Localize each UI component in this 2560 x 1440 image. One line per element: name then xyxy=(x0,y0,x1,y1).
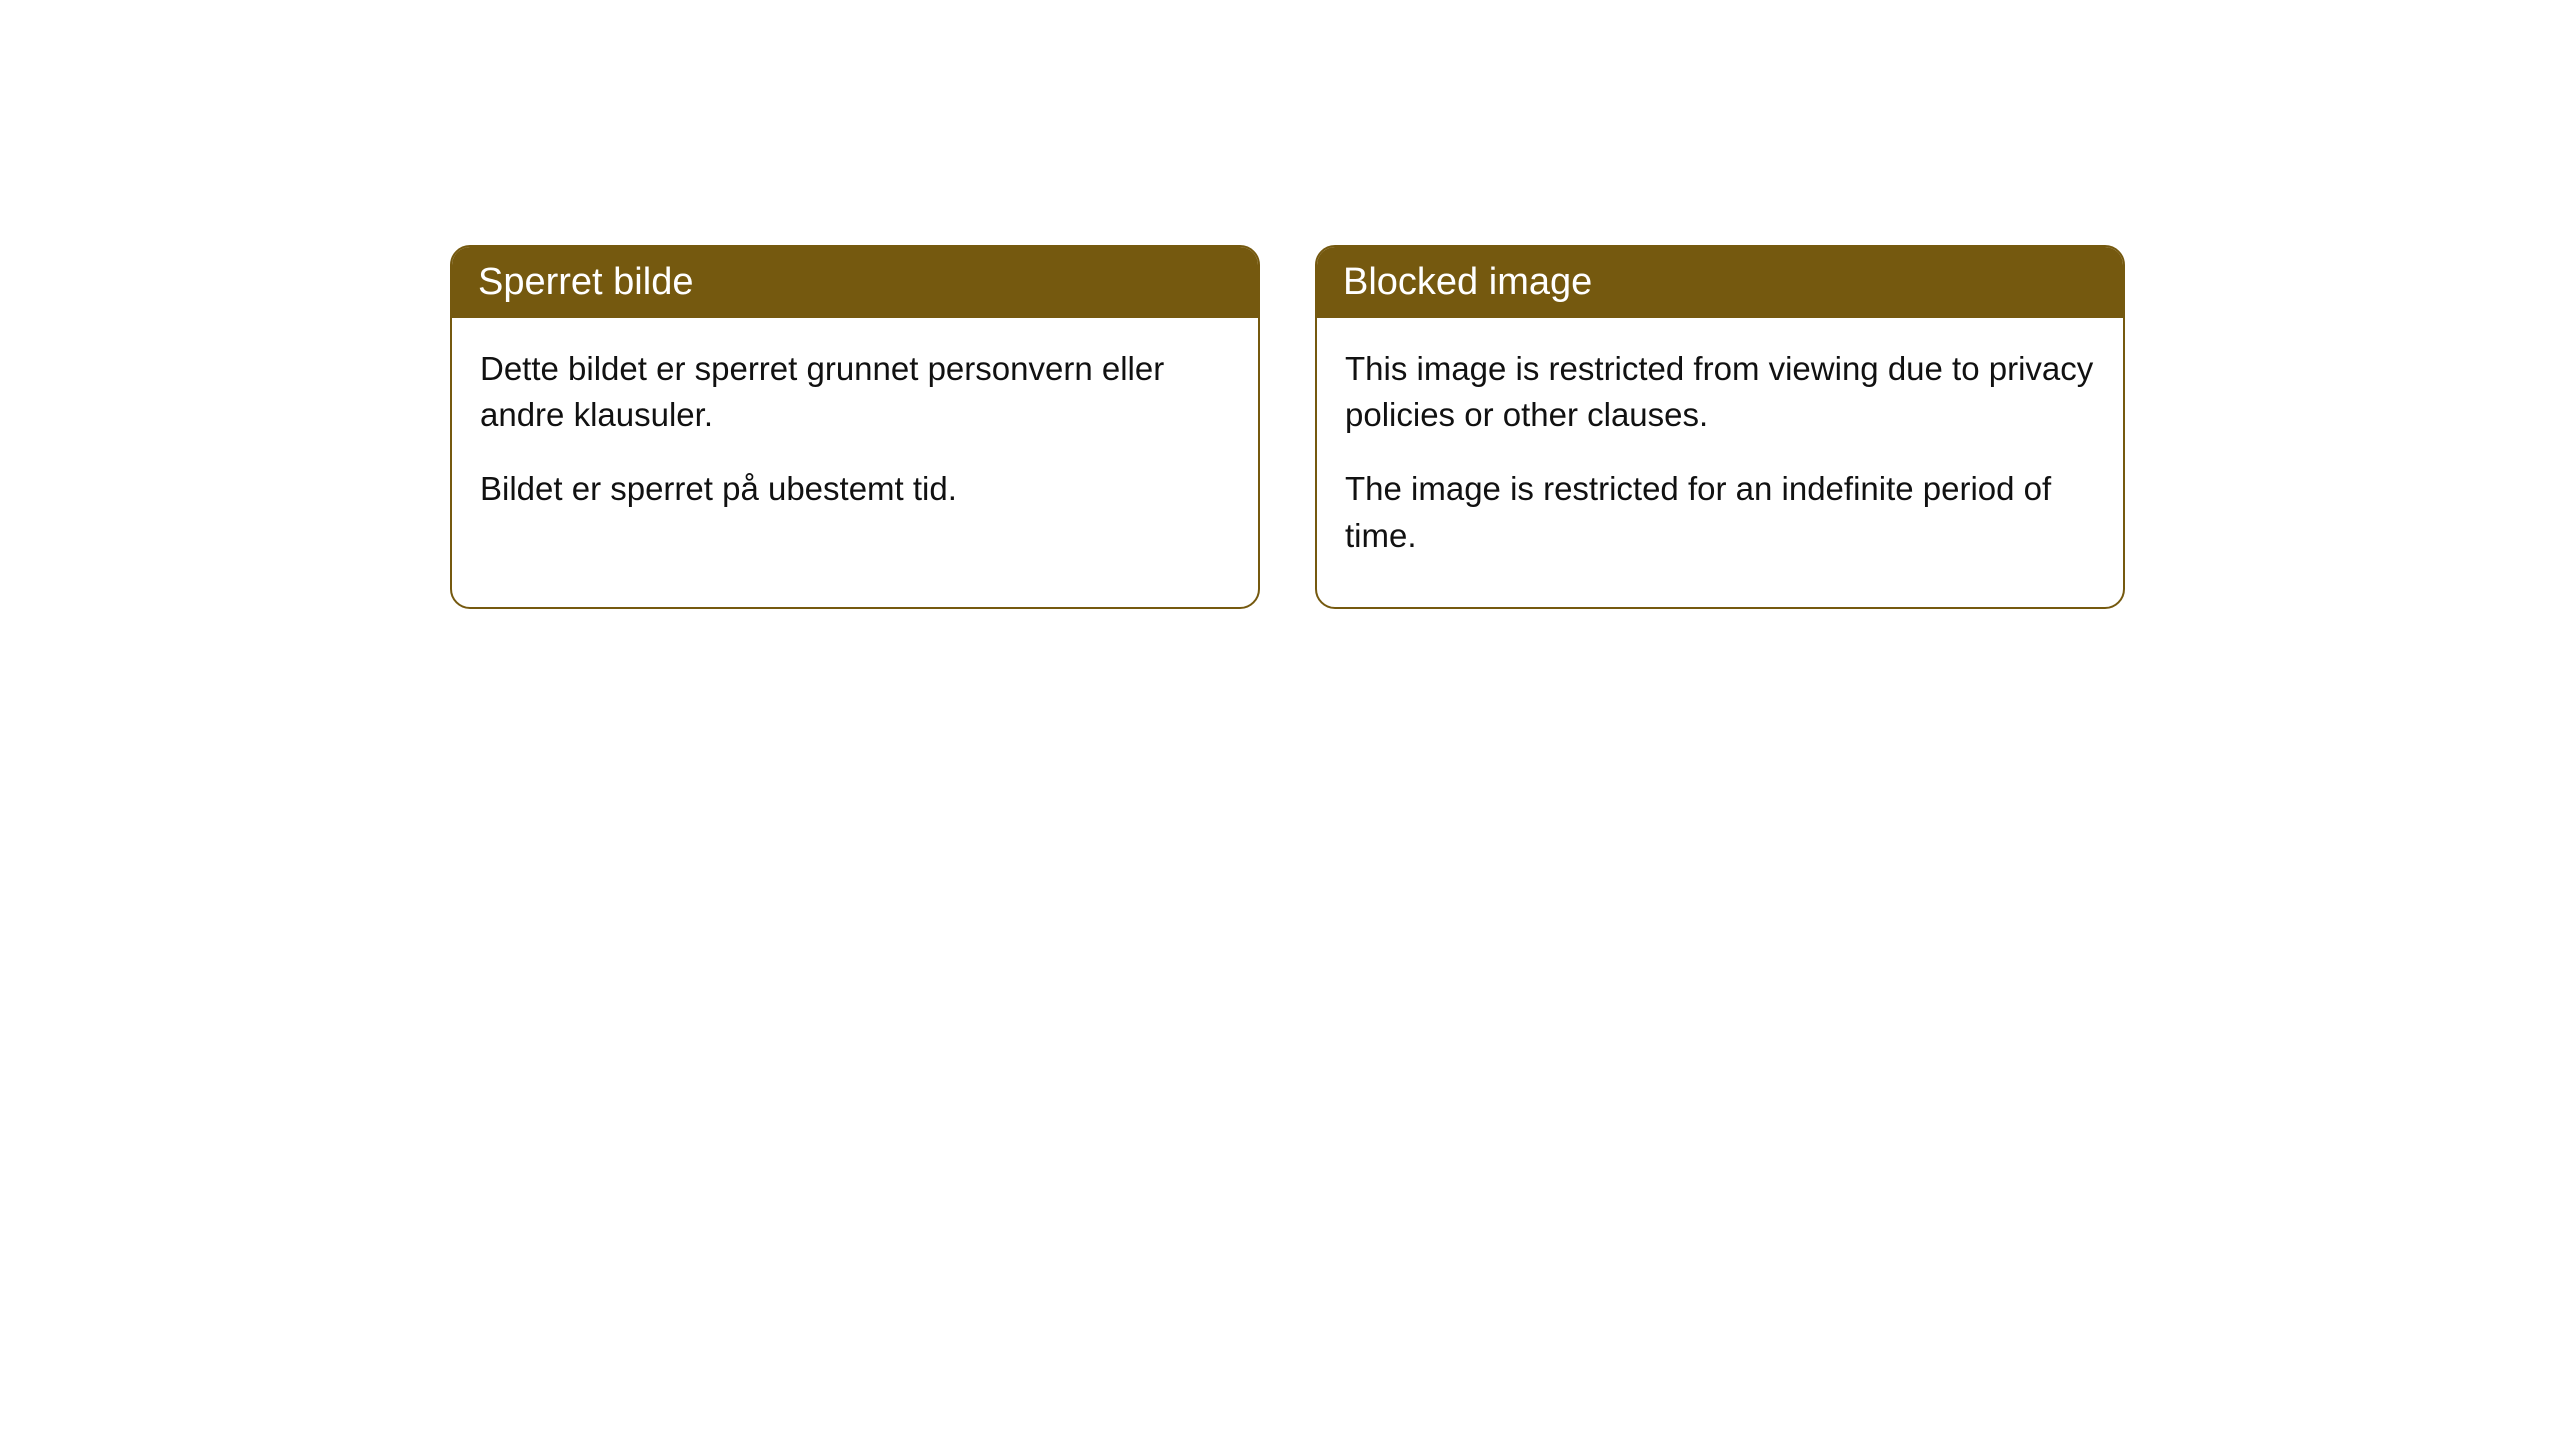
card-header: Sperret bilde xyxy=(452,247,1258,318)
notice-cards-container: Sperret bilde Dette bildet er sperret gr… xyxy=(450,245,2125,609)
card-body: Dette bildet er sperret grunnet personve… xyxy=(452,318,1258,561)
card-header: Blocked image xyxy=(1317,247,2123,318)
card-paragraph: This image is restricted from viewing du… xyxy=(1345,346,2095,438)
card-title: Sperret bilde xyxy=(478,261,693,303)
card-paragraph: The image is restricted for an indefinit… xyxy=(1345,466,2095,558)
card-paragraph: Bildet er sperret på ubestemt tid. xyxy=(480,466,1230,512)
card-title: Blocked image xyxy=(1343,261,1592,303)
card-body: This image is restricted from viewing du… xyxy=(1317,318,2123,607)
blocked-image-card-norwegian: Sperret bilde Dette bildet er sperret gr… xyxy=(450,245,1260,609)
blocked-image-card-english: Blocked image This image is restricted f… xyxy=(1315,245,2125,609)
card-paragraph: Dette bildet er sperret grunnet personve… xyxy=(480,346,1230,438)
